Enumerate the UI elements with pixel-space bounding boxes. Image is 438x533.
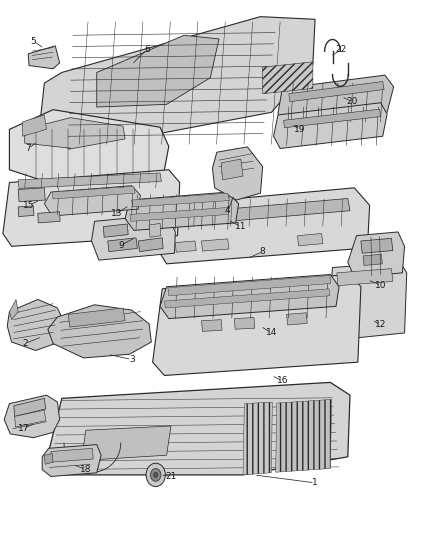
Text: 5: 5 — [31, 37, 36, 46]
Polygon shape — [10, 300, 18, 320]
Polygon shape — [152, 274, 361, 375]
Polygon shape — [92, 214, 175, 260]
Polygon shape — [287, 313, 307, 325]
Text: 4: 4 — [225, 206, 230, 215]
Text: 17: 17 — [18, 424, 30, 433]
Polygon shape — [4, 395, 60, 438]
Polygon shape — [130, 207, 229, 221]
Polygon shape — [284, 109, 381, 128]
Circle shape — [153, 472, 158, 478]
Polygon shape — [348, 232, 405, 277]
Polygon shape — [44, 454, 53, 464]
Polygon shape — [97, 35, 219, 107]
Polygon shape — [155, 188, 370, 264]
Polygon shape — [81, 426, 171, 461]
Polygon shape — [166, 284, 336, 305]
Polygon shape — [276, 399, 332, 472]
Text: 11: 11 — [235, 222, 247, 231]
Polygon shape — [166, 198, 350, 227]
Polygon shape — [48, 305, 151, 358]
Polygon shape — [201, 239, 229, 251]
Polygon shape — [108, 238, 138, 252]
Polygon shape — [274, 103, 387, 149]
Polygon shape — [14, 410, 46, 427]
Polygon shape — [3, 169, 180, 246]
Polygon shape — [132, 193, 230, 207]
Text: 12: 12 — [375, 320, 386, 329]
Text: 6: 6 — [144, 45, 150, 54]
Polygon shape — [52, 186, 135, 199]
Polygon shape — [103, 224, 128, 237]
Text: 7: 7 — [25, 144, 31, 153]
Polygon shape — [125, 192, 239, 230]
Text: 9: 9 — [118, 241, 124, 250]
Text: 15: 15 — [23, 201, 35, 210]
Polygon shape — [363, 254, 382, 265]
Polygon shape — [212, 147, 263, 200]
Text: 14: 14 — [266, 328, 277, 337]
Polygon shape — [14, 398, 46, 416]
Text: 18: 18 — [80, 465, 92, 474]
Polygon shape — [297, 233, 323, 246]
Text: 21: 21 — [165, 472, 177, 481]
Polygon shape — [221, 159, 243, 180]
Polygon shape — [40, 17, 315, 150]
Polygon shape — [38, 212, 60, 223]
Polygon shape — [28, 46, 60, 69]
Text: 20: 20 — [346, 97, 358, 106]
Polygon shape — [361, 238, 393, 253]
Polygon shape — [18, 173, 161, 188]
Text: 8: 8 — [260, 247, 265, 256]
Polygon shape — [201, 320, 222, 332]
Polygon shape — [149, 223, 161, 237]
Polygon shape — [40, 123, 71, 150]
Polygon shape — [164, 289, 330, 308]
Text: 16: 16 — [276, 376, 288, 385]
Polygon shape — [243, 402, 272, 475]
Polygon shape — [234, 318, 255, 329]
Polygon shape — [44, 185, 141, 216]
Text: 2: 2 — [22, 339, 28, 348]
Polygon shape — [263, 62, 313, 94]
Polygon shape — [160, 274, 339, 319]
Polygon shape — [18, 206, 34, 216]
Polygon shape — [327, 262, 407, 340]
Polygon shape — [25, 118, 125, 149]
Text: 3: 3 — [129, 355, 134, 364]
Text: 1: 1 — [312, 478, 318, 487]
Polygon shape — [18, 188, 45, 201]
Polygon shape — [10, 110, 169, 184]
Polygon shape — [278, 75, 394, 126]
Polygon shape — [168, 276, 331, 296]
Polygon shape — [289, 82, 384, 102]
Text: 19: 19 — [294, 125, 306, 134]
Polygon shape — [7, 300, 64, 351]
Text: 13: 13 — [111, 209, 122, 218]
Polygon shape — [51, 448, 93, 462]
Polygon shape — [42, 445, 101, 477]
Text: 22: 22 — [336, 45, 347, 54]
Circle shape — [146, 463, 165, 487]
Polygon shape — [22, 115, 46, 136]
Polygon shape — [175, 241, 196, 252]
Text: 10: 10 — [375, 280, 386, 289]
Polygon shape — [46, 382, 350, 475]
Circle shape — [150, 469, 161, 481]
Polygon shape — [337, 269, 393, 286]
Polygon shape — [68, 308, 125, 327]
Polygon shape — [138, 238, 163, 252]
